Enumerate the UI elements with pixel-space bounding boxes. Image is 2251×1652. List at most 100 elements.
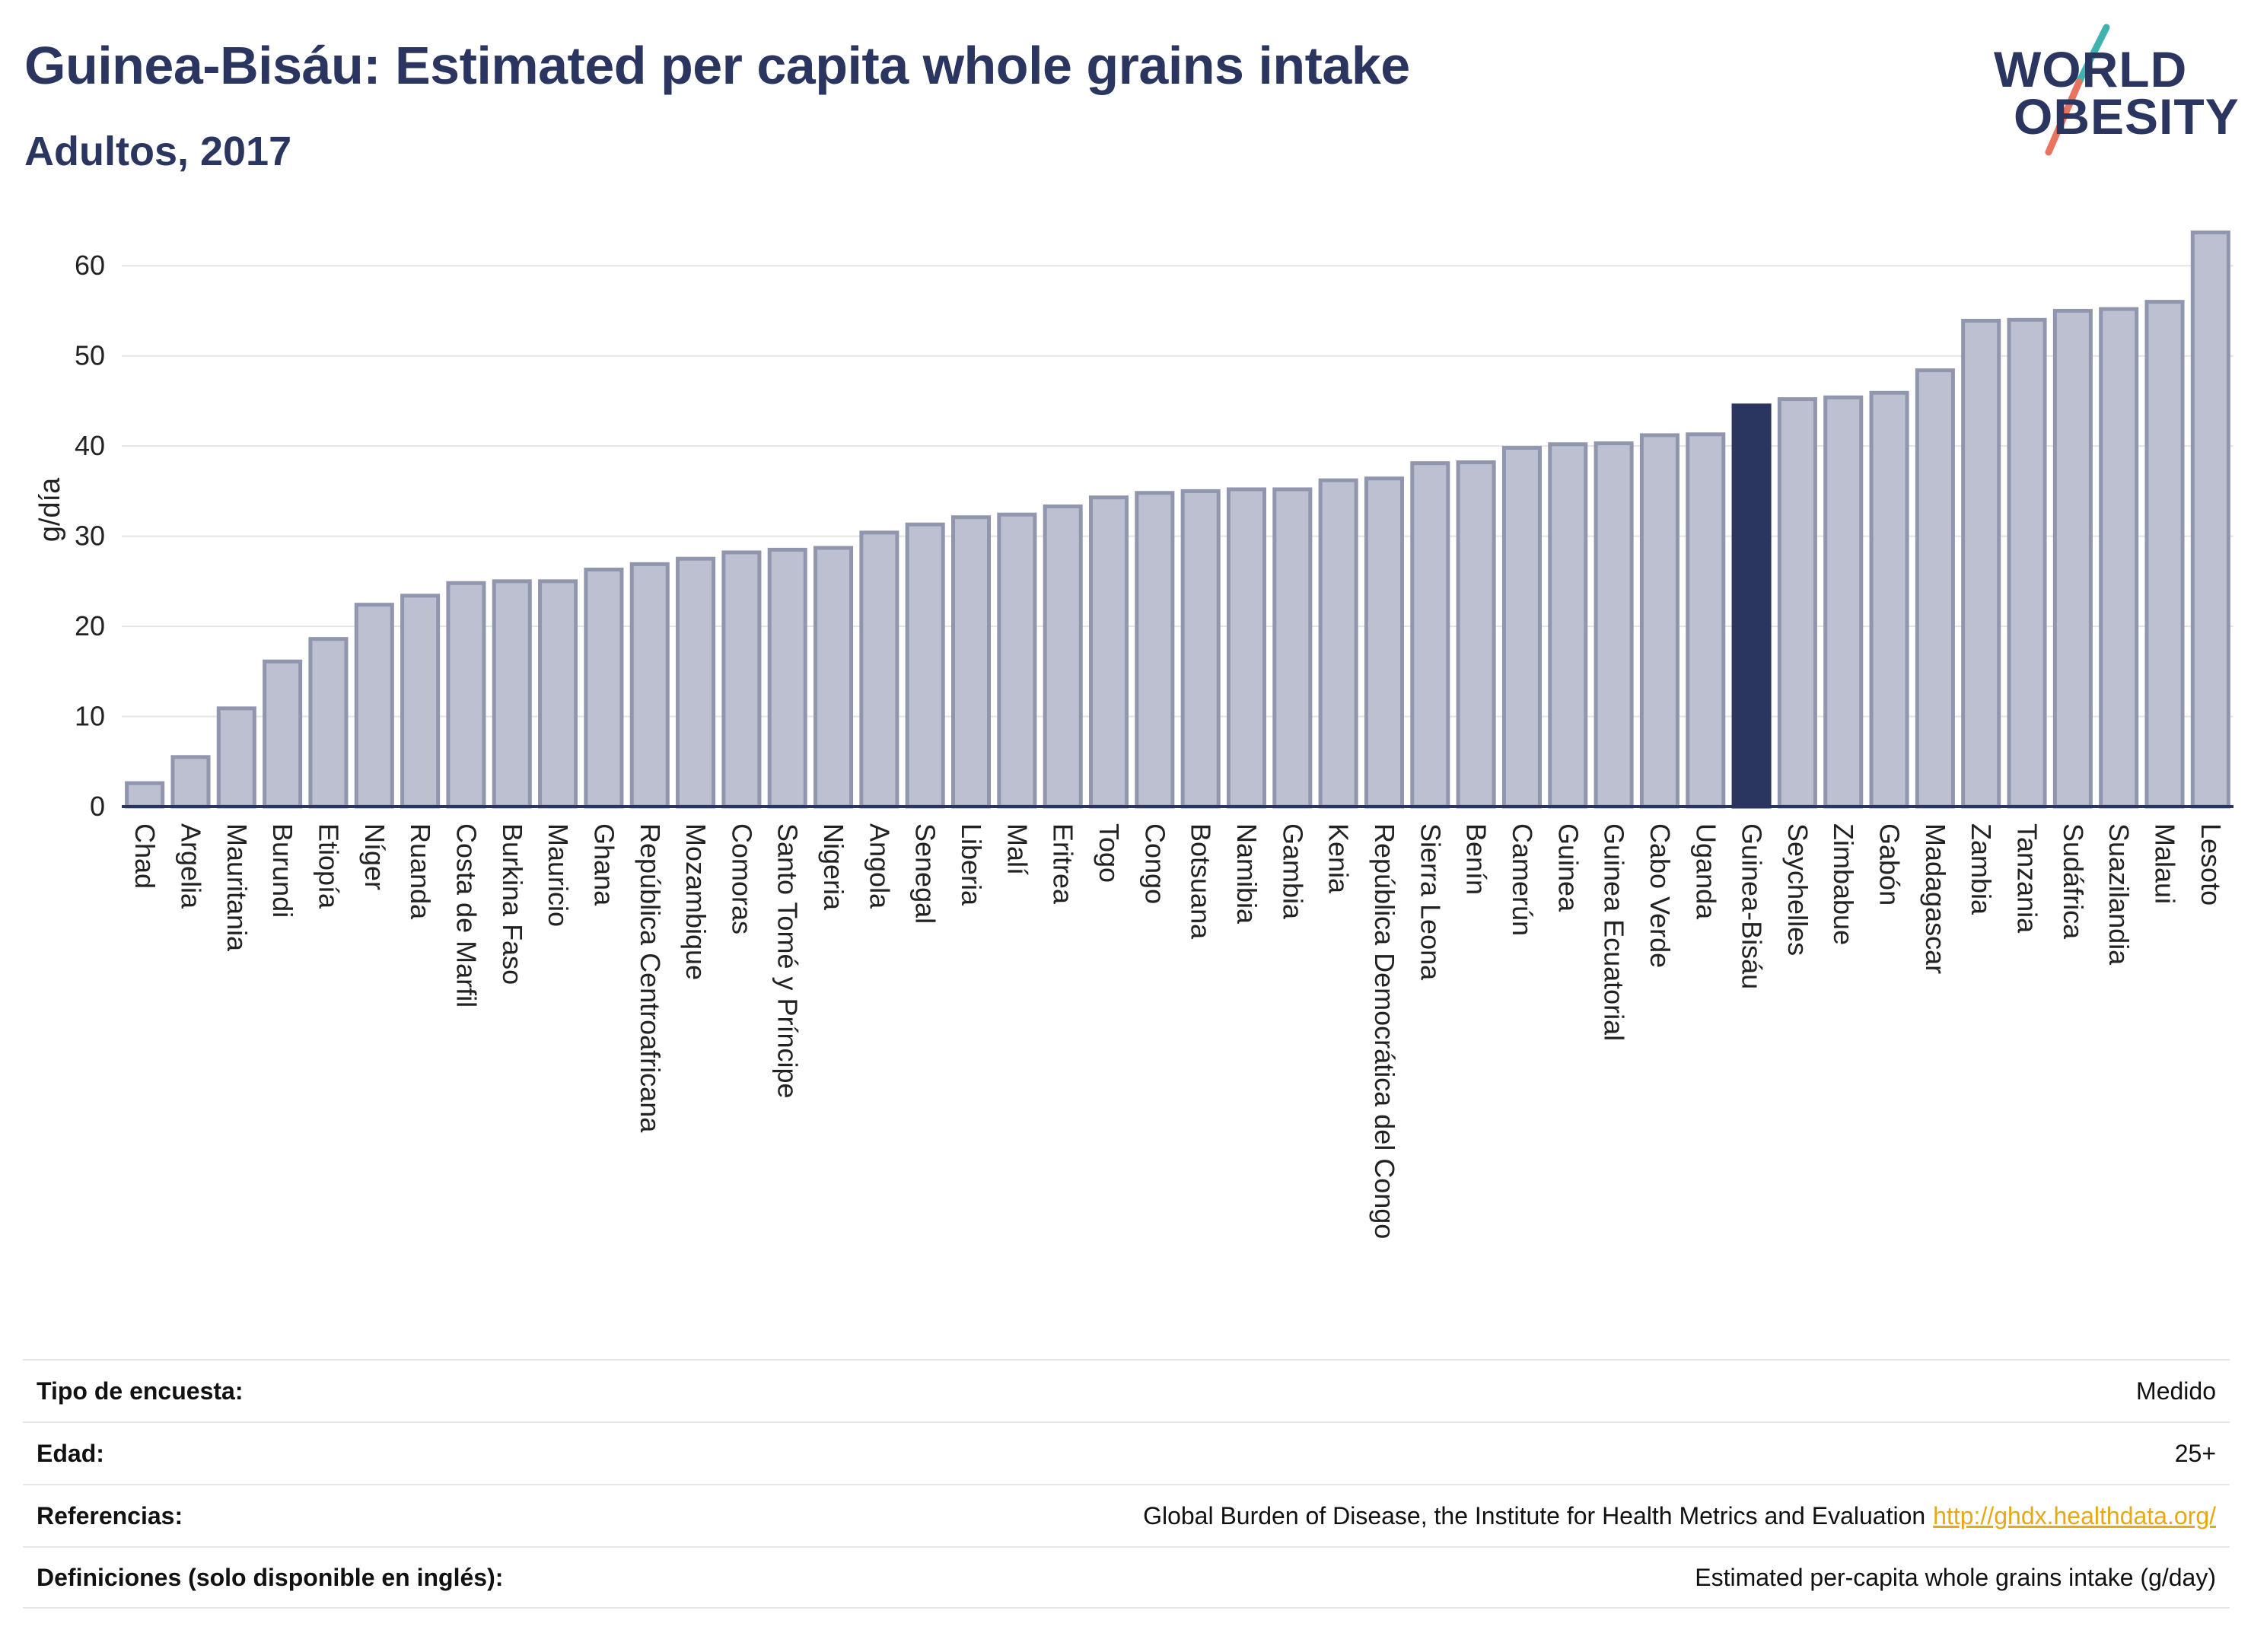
bar: [1869, 390, 1909, 809]
info-row-survey-type: Tipo de encuesta: Medido: [23, 1359, 2230, 1421]
bar: [1410, 461, 1450, 809]
bar: [1135, 491, 1175, 809]
bar: [1088, 495, 1129, 809]
info-value: Global Burden of Disease, the Institute …: [1143, 1501, 1926, 1529]
info-row-age: Edad: 25+: [23, 1421, 2230, 1484]
logo-text-line2: OBESITY: [2014, 88, 2240, 145]
x-tick-label: Sierra Leona: [1415, 823, 1446, 981]
bar: [2052, 308, 2093, 809]
bar: [1548, 442, 1588, 809]
bar: [905, 522, 945, 809]
x-tick-label: Mozambique: [680, 823, 712, 980]
bar: [1915, 368, 1955, 809]
bar: [997, 512, 1037, 809]
x-tick-label: Malaui: [2150, 823, 2181, 904]
x-tick-label: Argelia: [175, 823, 206, 909]
x-tick-label: República Centroafricana: [635, 823, 666, 1133]
bar: [676, 556, 716, 809]
bar: [170, 755, 211, 809]
world-obesity-logo: WORLD OBESITY: [1979, 21, 2240, 158]
x-tick-label: Mauritania: [221, 823, 253, 952]
y-axis-label: g/día: [34, 477, 66, 542]
bar: [1501, 446, 1542, 809]
x-tick-label: Botsuana: [1186, 823, 1217, 940]
bar: [263, 659, 303, 809]
bar: [1686, 432, 1726, 809]
bar: [400, 594, 441, 809]
info-row-definitions: Definiciones (solo disponible en inglés)…: [23, 1546, 2230, 1609]
x-tick-label: Camerún: [1507, 823, 1538, 936]
x-tick-label: Lesoto: [2195, 823, 2227, 906]
x-tick-label: Níger: [359, 823, 390, 890]
axes: 0 10 20 30 40 50 60 Chad Argelia Mauritania Burund…: [75, 250, 2233, 1239]
x-tick-label: Chad: [129, 823, 161, 889]
y-tick-label: 0: [90, 791, 105, 822]
x-tick-label: Tanzania: [2012, 823, 2043, 934]
bar: [951, 515, 992, 809]
bar: [813, 546, 854, 809]
chart-title: Guinea-Bisáu: Estimated per capita whole…: [24, 36, 1410, 95]
x-tick-label: Liberia: [956, 823, 987, 906]
x-tick-label: Madagascar: [1920, 823, 1951, 974]
x-tick-label: Seychelles: [1782, 823, 1813, 956]
bar: [2190, 230, 2230, 809]
x-tick-label: Gambia: [1277, 823, 1308, 920]
bar: [1777, 397, 1817, 809]
bar: [1180, 489, 1221, 809]
x-tick-label: Burundi: [267, 823, 298, 918]
chart-subtitle: Adultos, 2017: [24, 129, 292, 174]
bar: [1318, 478, 1358, 809]
x-tick-label: Costa de Marfil: [451, 823, 482, 1007]
bar: [492, 579, 532, 809]
y-tick-label: 50: [75, 340, 105, 371]
bar: [1961, 318, 2001, 809]
info-value: 25+: [2174, 1439, 2216, 1467]
x-tick-label: Zimbabue: [1828, 823, 1859, 945]
info-row-references: Referencias: Global Burden of Disease, t…: [23, 1484, 2230, 1546]
bar: [721, 550, 762, 809]
info-value: Estimated per-capita whole grains intake…: [1695, 1563, 2216, 1591]
info-key: Definiciones (solo disponible en inglés)…: [37, 1563, 504, 1591]
x-tick-label: Guinea Ecuatorial: [1599, 823, 1630, 1041]
bar: [1823, 395, 1864, 809]
info-key: Referencias:: [37, 1501, 183, 1529]
x-tick-label: Cabo Verde: [1644, 823, 1676, 968]
x-tick-label: Guinea-Bisáu: [1737, 823, 1768, 989]
bar: [1639, 433, 1679, 809]
x-tick-label: Guinea: [1552, 823, 1584, 912]
x-tick-label: Burkina Faso: [497, 823, 528, 985]
bars: [125, 230, 2230, 809]
bar: [1594, 441, 1634, 809]
bar: [629, 562, 670, 809]
y-tick-label: 60: [75, 250, 105, 281]
bar-highlighted: [1731, 403, 1772, 809]
bar: [1272, 487, 1313, 809]
bar: [446, 581, 486, 809]
info-table: Tipo de encuesta: Medido Edad: 25+ Refer…: [23, 1359, 2230, 1609]
x-tick-label: Gabón: [1874, 823, 1906, 906]
x-tick-label: Malí: [1001, 823, 1033, 875]
x-tick-label: Ruanda: [405, 823, 436, 920]
x-tick-label: Angola: [864, 823, 895, 909]
x-tick-label: Togo: [1094, 823, 1125, 883]
bar: [1456, 460, 1496, 809]
bar: [538, 579, 578, 809]
x-tick-label: Senegal: [910, 823, 941, 924]
x-tick-label: Benín: [1461, 823, 1492, 895]
bar: [584, 567, 624, 809]
y-tick-label: 40: [75, 430, 105, 461]
x-tick-label: Mauricio: [543, 823, 574, 927]
bar: [1364, 476, 1404, 809]
x-tick-label: República Democrática del Congo: [1369, 823, 1400, 1239]
reference-link[interactable]: http://ghdx.healthdata.org/: [1933, 1501, 2216, 1529]
x-tick-label: Comoras: [726, 823, 757, 934]
info-key: Tipo de encuesta:: [37, 1377, 244, 1405]
logo-slash-icon: [2045, 24, 2110, 156]
bar: [125, 781, 165, 809]
x-tick-label: Congo: [1139, 823, 1170, 904]
bar: [354, 603, 394, 809]
x-tick-label: Sudáfrica: [2058, 823, 2089, 940]
x-tick-label: Ghana: [588, 823, 619, 906]
bar: [859, 530, 899, 809]
bar: [2007, 317, 2047, 809]
